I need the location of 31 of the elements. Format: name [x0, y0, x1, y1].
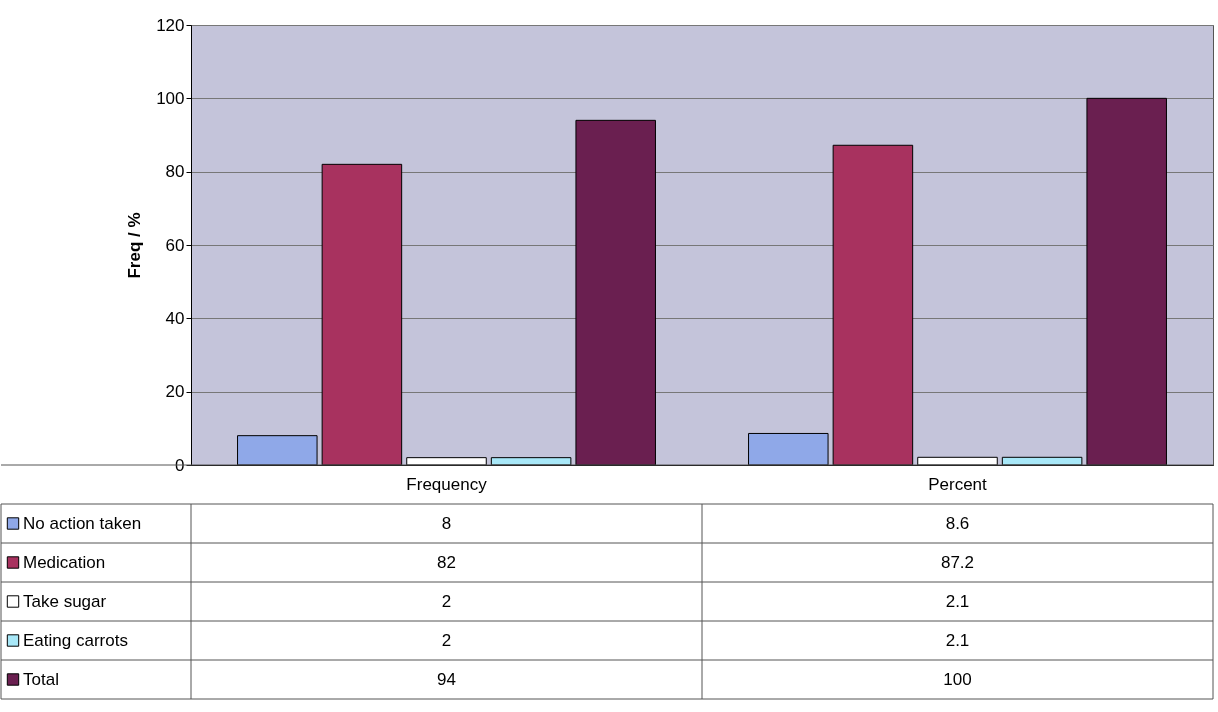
data-label: 87.2	[940, 552, 975, 572]
y-tick-label: 80	[165, 162, 185, 182]
y-tick-label: 0	[175, 455, 185, 475]
legend-label: Eating carrots	[23, 630, 128, 650]
data-label: 100	[943, 669, 972, 689]
data-label: 94	[437, 669, 456, 689]
data-label: 2	[441, 591, 452, 611]
data-label: 2.1	[945, 630, 970, 650]
x-tick-label: Frequency	[406, 474, 488, 494]
bar	[748, 432, 829, 466]
legend-label: No action taken	[23, 513, 142, 533]
bar	[321, 163, 403, 466]
x-tick-label: Percent	[928, 474, 988, 494]
y-tick-label: 100	[156, 88, 185, 108]
bar	[237, 435, 318, 466]
y-tick-label: 20	[165, 382, 185, 402]
y-tick-label: 40	[165, 308, 185, 328]
bar	[832, 144, 914, 466]
y-tick-label: 60	[165, 235, 185, 255]
data-label: 8.6	[945, 513, 970, 533]
data-label: 2	[441, 630, 452, 650]
legend-label: Total	[23, 669, 59, 689]
bar	[1086, 97, 1167, 466]
data-label: 8	[441, 513, 452, 533]
bar	[575, 119, 656, 466]
legend-label: Take sugar	[23, 591, 107, 611]
legend-label: Medication	[23, 552, 106, 572]
y-tick-label: 120	[156, 15, 185, 35]
y-axis-title: Freq / %	[125, 212, 145, 279]
data-label: 82	[437, 552, 456, 572]
data-label: 2.1	[945, 591, 970, 611]
